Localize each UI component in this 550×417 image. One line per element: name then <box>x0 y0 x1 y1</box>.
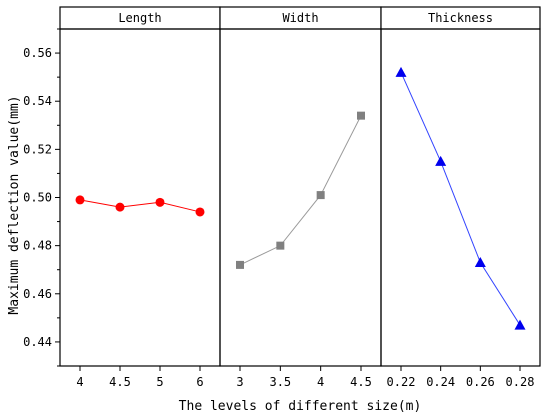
y-tick-label: 0.54 <box>23 94 52 108</box>
x-tick-label: 4 <box>317 375 324 389</box>
panels-layer: Length 4 4.5 5 6 Width 3 3.5 4 4.5 Thickness 0.22 0.… <box>59 6 541 389</box>
data-point <box>435 155 447 166</box>
data-point <box>474 256 486 267</box>
data-point <box>514 319 526 330</box>
x-tick-label: 3.5 <box>269 375 291 389</box>
panel-width: Width 3 3.5 4 4.5 <box>219 6 382 389</box>
x-tick-label: 0.28 <box>506 375 535 389</box>
data-point <box>316 191 325 200</box>
data-point <box>75 195 85 205</box>
x-tick-label: 0.26 <box>466 375 495 389</box>
panel-frame <box>59 28 221 367</box>
x-tick-label: 3 <box>236 375 243 389</box>
x-tick-label: 5 <box>156 375 163 389</box>
series-line-thickness <box>400 72 521 326</box>
data-point <box>155 197 165 207</box>
x-tick-label: 4.5 <box>109 375 131 389</box>
y-tick-label: 0.48 <box>23 239 52 253</box>
data-point <box>236 260 244 269</box>
x-tick-label: 4 <box>76 375 83 389</box>
panel-frame <box>219 28 382 367</box>
x-tick-label: 4.5 <box>350 375 372 389</box>
panel-title: Width <box>282 11 318 25</box>
series-line-length <box>79 199 201 213</box>
y-tick-label: 0.52 <box>23 142 52 156</box>
data-point <box>395 66 407 77</box>
x-tick-label: 0.24 <box>426 375 455 389</box>
data-point <box>357 111 365 120</box>
data-point <box>276 241 285 250</box>
series-line-width <box>239 115 362 266</box>
panel-title: Length <box>118 11 161 25</box>
x-axis-title: The levels of different size(m) <box>179 399 422 414</box>
y-axis: 0.44 0.46 0.48 0.50 0.52 0.54 0.56 <box>23 28 60 367</box>
y-tick-label: 0.50 <box>23 191 52 205</box>
x-tick-label: 0.22 <box>387 375 416 389</box>
panel-title: Thickness <box>428 11 493 25</box>
y-tick-label: 0.56 <box>23 46 52 60</box>
y-tick-label: 0.44 <box>23 335 52 349</box>
x-tick-label: 6 <box>196 375 203 389</box>
panel-length: Length 4 4.5 5 6 <box>59 6 221 389</box>
y-axis-title: Maximum deflection value(mm) <box>7 95 22 314</box>
panel-thickness: Thickness 0.22 0.24 0.26 0.28 <box>380 6 541 389</box>
data-point <box>195 207 205 217</box>
data-point <box>115 202 125 212</box>
panel-frame <box>380 28 541 367</box>
y-tick-label: 0.46 <box>23 287 52 301</box>
